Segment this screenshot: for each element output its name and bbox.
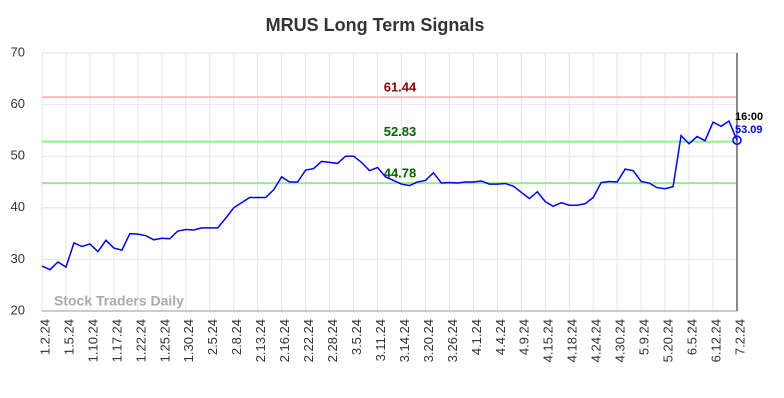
x-tick-label: 1.5.24 xyxy=(61,319,76,355)
y-tick-label: 70 xyxy=(11,44,25,59)
x-tick-label: 3.5.24 xyxy=(349,319,364,355)
x-tick-label: 1.10.24 xyxy=(85,319,100,362)
y-tick-label: 30 xyxy=(11,251,25,266)
x-tick-label: 4.24.24 xyxy=(589,319,604,362)
last-point xyxy=(732,135,742,146)
x-tick-label: 2.13.24 xyxy=(253,319,268,362)
last-value: 53.09 xyxy=(735,124,763,136)
x-tick-label: 2.5.24 xyxy=(205,319,220,355)
x-tick-label: 4.18.24 xyxy=(565,319,580,362)
y-tick-label: 50 xyxy=(11,148,25,163)
x-tick-label: 4.1.24 xyxy=(469,319,484,355)
reference-label: 44.78 xyxy=(384,166,417,181)
chart-title: MRUS Long Term Signals xyxy=(266,15,485,35)
x-tick-label: 3.11.24 xyxy=(373,319,388,361)
x-tick-label: 2.8.24 xyxy=(229,319,244,355)
x-tick-label: 6.5.24 xyxy=(685,319,700,355)
x-tick-label: 4.15.24 xyxy=(541,319,556,362)
x-tick-label: 4.4.24 xyxy=(493,319,508,355)
x-tick-label: 7.2.24 xyxy=(732,319,747,355)
x-tick-label: 1.2.24 xyxy=(37,319,52,355)
x-tick-label: 5.20.24 xyxy=(661,319,676,362)
reference-label: 61.44 xyxy=(384,80,417,95)
y-tick-label: 20 xyxy=(11,302,25,317)
price-line xyxy=(41,119,738,271)
x-tick-label: 1.22.24 xyxy=(133,319,148,362)
reference-label: 52.83 xyxy=(384,124,417,139)
x-tick-label: 6.12.24 xyxy=(708,319,723,362)
y-tick-label: 60 xyxy=(11,96,25,111)
y-tick-label: 40 xyxy=(11,199,25,214)
last-time: 16:00 xyxy=(735,111,763,123)
watermark: Stock Traders Daily xyxy=(54,293,184,309)
x-tick-label: 4.30.24 xyxy=(613,319,628,362)
x-tick-label: 4.9.24 xyxy=(517,319,532,355)
x-tick-label: 2.28.24 xyxy=(325,319,340,362)
x-tick-label: 1.17.24 xyxy=(109,319,124,362)
x-tick-label: 3.20.24 xyxy=(421,319,436,362)
x-tick-label: 3.26.24 xyxy=(445,319,460,362)
x-tick-label: 3.14.24 xyxy=(397,319,412,362)
x-tick-label: 2.16.24 xyxy=(277,319,292,362)
x-tick-label: 1.25.24 xyxy=(157,319,172,362)
x-tick-label: 2.22.24 xyxy=(301,319,316,362)
x-tick-label: 5.9.24 xyxy=(637,319,652,355)
x-tick-label: 1.30.24 xyxy=(181,319,196,362)
